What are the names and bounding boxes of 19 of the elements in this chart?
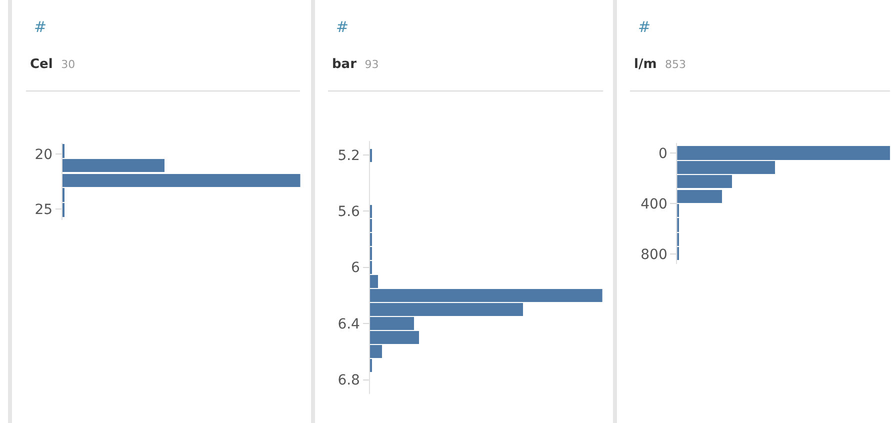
y-tick-label: 25 — [34, 202, 53, 218]
chart-title: l/m — [634, 57, 657, 72]
y-tick-label: 800 — [640, 246, 668, 263]
chart-subtitle: 93 — [364, 58, 379, 71]
y-tick-label: 6 — [351, 260, 360, 276]
chart-subtitle: 30 — [61, 58, 76, 71]
y-tick-label: 20 — [34, 146, 53, 163]
text: # — [638, 18, 651, 36]
y-tick-label: 0 — [658, 146, 668, 162]
y-tick-label: 5.2 — [338, 148, 360, 164]
text: # — [34, 18, 47, 36]
chart-title: Cel — [30, 57, 53, 72]
y-tick-label: 400 — [640, 196, 668, 212]
chart-subtitle: 853 — [665, 58, 686, 71]
chart-title: bar — [332, 57, 358, 72]
text: # — [336, 18, 349, 36]
y-tick-label: 6.8 — [338, 372, 360, 389]
y-tick-label: 6.4 — [338, 316, 360, 332]
y-tick-label: 5.6 — [338, 204, 360, 220]
